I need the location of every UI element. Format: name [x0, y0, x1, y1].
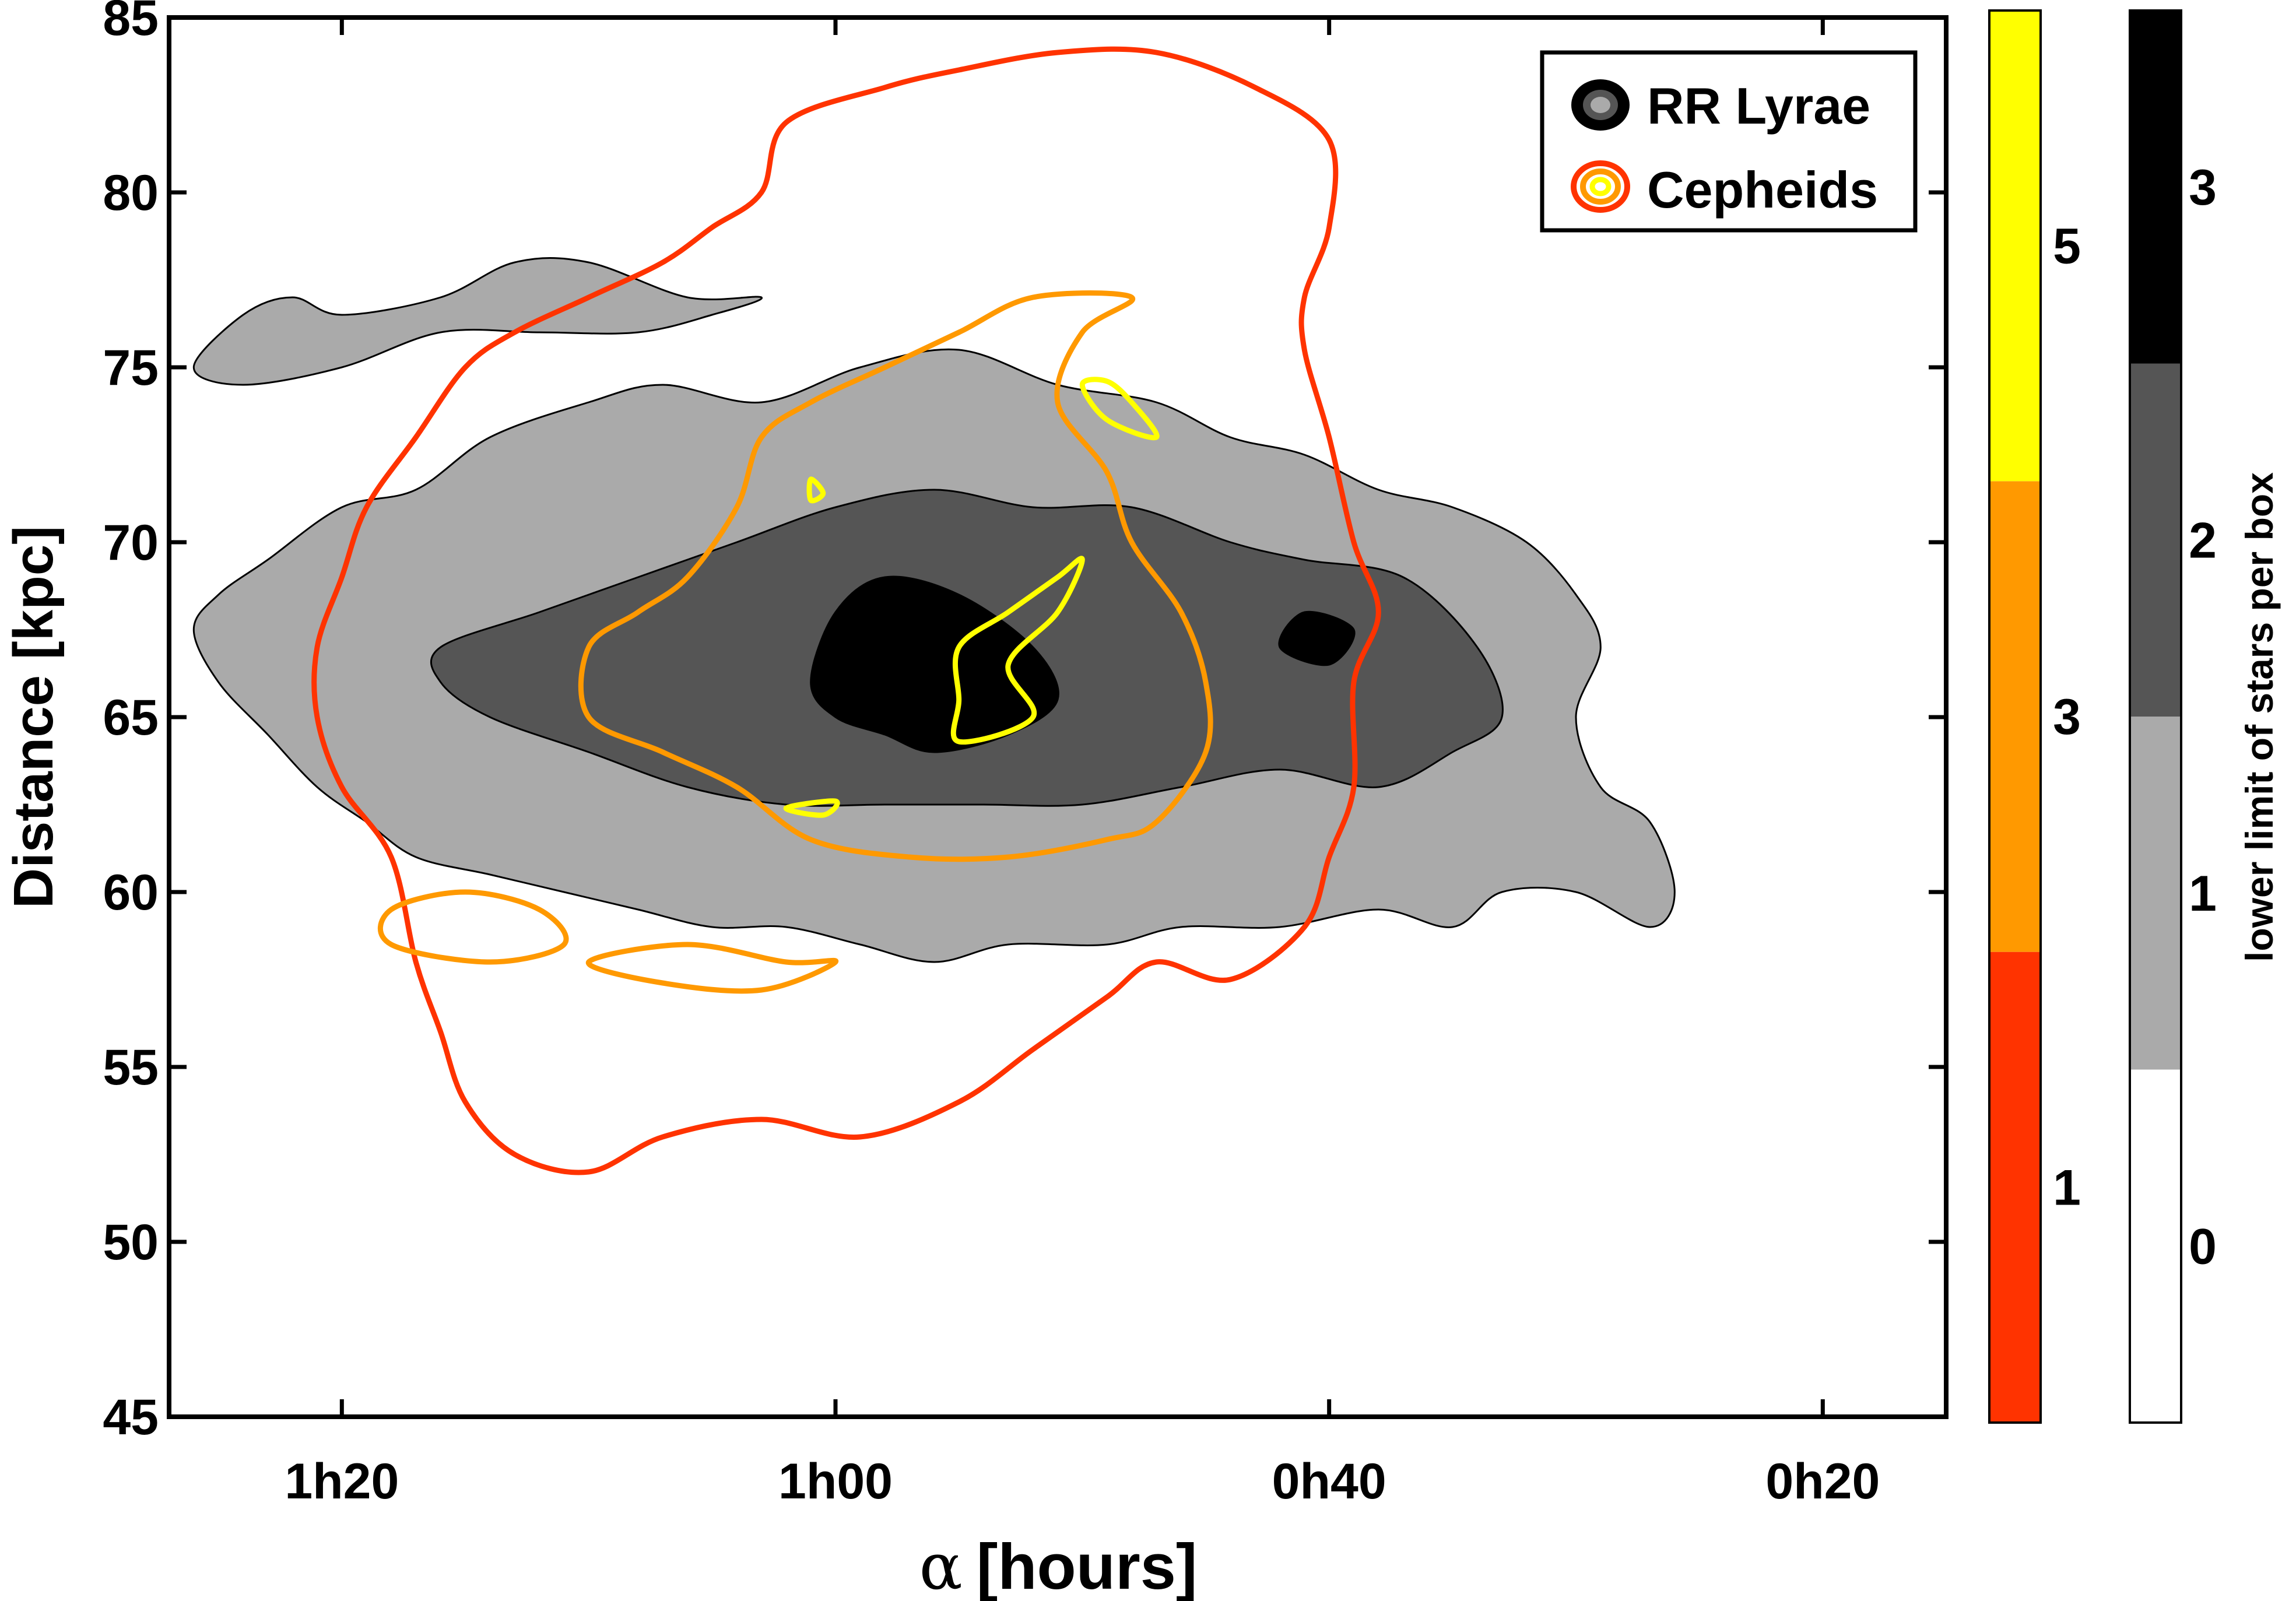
- cepheid-contour-level-3-1: [578, 290, 1213, 862]
- cbar-ceph-segment-1: [1989, 952, 2041, 1423]
- y-tick-label-65: 65: [103, 690, 159, 746]
- cepheid-contour-level-5-4: [1079, 377, 1160, 441]
- cbar-ceph-frame: [1988, 9, 2042, 1424]
- cepheids-swatch-icon: [1571, 160, 1630, 213]
- cbar-rr-label-2: 2: [2189, 512, 2217, 568]
- y-tick-label-70: 70: [103, 515, 159, 571]
- cbar-rr-segment-3: [2130, 10, 2181, 364]
- plot-area: [167, 15, 1949, 1419]
- legend-entry-cepheids: Cepheids: [1571, 160, 1878, 219]
- cbar-rr-label-1: 1: [2189, 866, 2217, 922]
- y-axis-label: Distance [kpc]: [2, 526, 65, 908]
- x-axis-tick-labels: 1h20 1h00 0h40 0h20: [285, 1453, 1880, 1509]
- y-tick-label-85: 85: [103, 0, 159, 46]
- rr-lyrae-swatch-icon: [1571, 79, 1630, 131]
- cepheid-contour-layer: [311, 46, 1381, 1175]
- x-axis-label-text: [hours]: [977, 1531, 1198, 1601]
- rr-lyrae-colorbar: 0 1 2 3: [2129, 9, 2217, 1424]
- cepheid-contour-level-5-5: [950, 556, 1085, 745]
- cbar-ceph-segment-5: [1989, 10, 2041, 482]
- cbar-rr-segment-0: [2130, 1069, 2181, 1423]
- cepheid-contour-level-5-6: [806, 476, 826, 504]
- cbar-rr-segment-1: [2130, 717, 2181, 1070]
- cbar-rr-label-0: 0: [2189, 1219, 2217, 1275]
- cepheid-contour-level-5-7: [783, 798, 840, 818]
- x-tick-label-0h20: 0h20: [1765, 1453, 1880, 1509]
- cepheid-contour-level-3-3: [586, 942, 839, 994]
- x-axis-label: α [hours]: [919, 1529, 1197, 1601]
- cepheid-colorbar: 1 3 5: [1988, 9, 2081, 1424]
- y-tick-label-60: 60: [103, 865, 159, 921]
- cbar-ceph-label-1: 1: [2053, 1160, 2081, 1216]
- y-tick-label-75: 75: [103, 340, 159, 396]
- y-tick-label-45: 45: [103, 1389, 159, 1445]
- cbar-ceph-segment-3: [1989, 481, 2041, 952]
- cbar-rr-segment-2: [2130, 363, 2181, 717]
- cepheid-contour-level-1-0: [311, 46, 1381, 1175]
- legend-label-cepheids: Cepheids: [1647, 161, 1878, 219]
- cepheid-contour-level-3-2: [377, 889, 569, 965]
- rr-lyrae-contour-level-3-4: [1278, 610, 1356, 666]
- x-tick-label-1h20: 1h20: [285, 1453, 399, 1509]
- legend-entry-rr-lyrae: RR Lyrae: [1571, 77, 1870, 135]
- cbar-ceph-label-3: 3: [2053, 689, 2081, 745]
- x-tick-label-0h40: 0h40: [1272, 1453, 1386, 1509]
- y-tick-label-50: 50: [103, 1214, 159, 1270]
- colorbar-title: lower limit of stars per box: [2238, 472, 2281, 962]
- cbar-rr-label-3: 3: [2189, 160, 2217, 216]
- legend: RR Lyrae Cepheids: [1540, 50, 1918, 233]
- y-tick-label-55: 55: [103, 1040, 159, 1096]
- x-axis-label-symbol: α: [919, 1529, 962, 1601]
- rr-lyrae-contour-level-1-1: [192, 257, 763, 386]
- y-tick-label-80: 80: [103, 165, 159, 221]
- y-axis-tick-labels: 45 50 55 60 65 70 75 80 85: [103, 0, 159, 1445]
- axis-ticks: [169, 15, 1946, 1419]
- cbar-rr-frame: [2129, 9, 2182, 1424]
- legend-label-rr-lyrae: RR Lyrae: [1647, 77, 1870, 135]
- cbar-ceph-label-5: 5: [2053, 219, 2081, 275]
- x-tick-label-1h00: 1h00: [778, 1453, 893, 1509]
